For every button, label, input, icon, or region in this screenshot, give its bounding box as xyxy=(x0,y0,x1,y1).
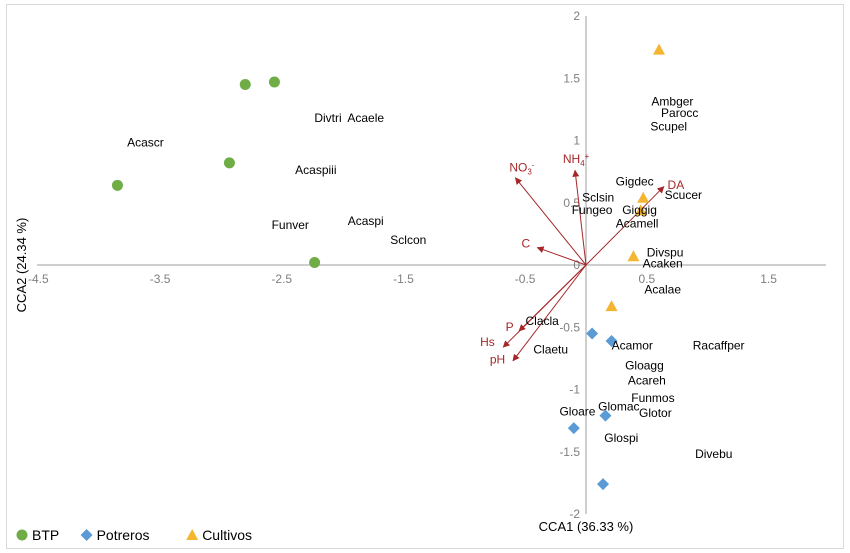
vector-label-da: DA xyxy=(668,178,685,192)
point-btp xyxy=(268,76,280,88)
point-cultivos xyxy=(605,300,618,312)
vector-arrow-hs xyxy=(502,264,587,348)
species-label: Divtri xyxy=(314,111,341,125)
species-label: Glospi xyxy=(604,431,638,445)
x-tick-label: 1.5 xyxy=(760,272,777,286)
species-label: Parocc xyxy=(661,106,698,120)
species-label: Acareh xyxy=(628,374,666,388)
legend-label-btp: BTP xyxy=(32,527,59,543)
species-labels: Acascr Divtri Acaele Acaspiii Funver Acaspi Sc… xyxy=(127,95,744,461)
point-cultivos xyxy=(653,43,666,55)
species-label: Acamor xyxy=(612,339,653,353)
species-label: Divspu xyxy=(647,245,684,259)
x-tick-label: -1.5 xyxy=(393,272,414,286)
species-label: Acaken xyxy=(643,256,683,270)
species-label: Acaspi xyxy=(348,214,384,228)
chart-frame xyxy=(6,4,844,549)
point-potreros xyxy=(605,334,618,347)
species-label: Glotor xyxy=(639,406,672,420)
x-tick-label: -0.5 xyxy=(515,272,536,286)
species-label: Glomac xyxy=(598,400,639,414)
point-potreros xyxy=(586,327,599,340)
point-btp xyxy=(239,78,251,90)
species-label: Sclcon xyxy=(390,233,426,247)
x-tick-label: -2.5 xyxy=(271,272,292,286)
y-tick-label: 0 xyxy=(573,258,580,272)
vector-arrow-ph xyxy=(512,264,587,362)
legend-marker-btp xyxy=(16,529,28,541)
legend-label-cultivos: Cultivos xyxy=(202,527,252,543)
point-potreros xyxy=(599,409,612,422)
species-label: Sclsin xyxy=(582,191,614,205)
y-tick-label: -1.5 xyxy=(559,445,580,459)
point-cultivos xyxy=(634,204,647,216)
point-potreros xyxy=(597,478,610,491)
vector-label-no3: NO3- xyxy=(509,161,534,177)
species-label: Acaele xyxy=(347,111,384,125)
point-btp xyxy=(309,257,321,269)
species-label: Claetu xyxy=(533,342,568,356)
species-label: Gloagg xyxy=(625,359,664,373)
vector-label-hs: Hs xyxy=(480,335,495,349)
x-tick-label: -4.5 xyxy=(28,272,49,286)
species-label: Acascr xyxy=(127,136,164,150)
vector-label-nh4: NH4+ xyxy=(563,152,590,168)
species-label: Acaspiii xyxy=(295,163,336,177)
species-label: Gloare xyxy=(559,405,595,419)
species-label: Funver xyxy=(272,218,309,232)
x-tick-label: 0.5 xyxy=(639,272,656,286)
x-axis-title: CCA1 (36.33 %) xyxy=(539,519,634,534)
point-cultivos xyxy=(627,250,640,262)
species-label: Scucer xyxy=(665,188,702,202)
y-tick-label: 1 xyxy=(573,134,580,148)
y-axis-title: CCA2 (24.34 %) xyxy=(14,218,29,313)
y-tick-label: 1.5 xyxy=(563,71,580,85)
legend-marker-potreros xyxy=(80,529,93,541)
vector-label-c: C xyxy=(521,237,530,251)
species-label: Acamell xyxy=(616,217,659,231)
y-tick-label: 0.5 xyxy=(563,196,580,210)
species-label: Gigdec xyxy=(616,174,654,188)
species-label: Clacla xyxy=(526,314,560,328)
species-label: Ambger xyxy=(651,95,693,109)
species-label: Acalae xyxy=(644,283,681,297)
legend-marker-cultivos xyxy=(186,529,199,540)
x-tick-label: -3.5 xyxy=(150,272,171,286)
species-label: Divebu xyxy=(695,447,732,461)
species-label: Funmos xyxy=(631,391,674,405)
y-tick-label: -0.5 xyxy=(559,320,580,334)
vector-arrow-c xyxy=(536,246,587,266)
species-label: Giggig xyxy=(622,203,657,217)
y-tick-label: -2 xyxy=(569,507,580,521)
vector-arrow-da xyxy=(585,186,665,266)
sample-points xyxy=(111,43,666,491)
vector-label-p: P xyxy=(506,320,514,334)
y-tick-label: 2 xyxy=(573,9,580,23)
y-tick-label: -1 xyxy=(569,383,580,397)
point-btp xyxy=(111,179,123,191)
axes: -4.5 -3.5 -2.5 -1.5 -0.5 0.5 1.5 2 1.5 1 0.5 0 -0.5 -… xyxy=(28,9,826,521)
legend-label-potreros: Potreros xyxy=(97,527,150,543)
species-label: Racaffper xyxy=(693,339,745,353)
point-cultivos xyxy=(637,191,650,203)
vector-label-ph: pH xyxy=(490,352,505,366)
environmental-vectors: NO3- NH4+ DA C P Hs pH xyxy=(480,152,684,366)
point-btp xyxy=(223,157,235,169)
species-label: Fungeo xyxy=(572,203,613,217)
legend: BTP Potreros Cultivos xyxy=(16,527,252,543)
species-label: Scupel xyxy=(650,120,687,134)
vector-arrow-no3 xyxy=(514,177,587,266)
point-potreros xyxy=(567,422,580,435)
vector-arrow-nh4 xyxy=(572,169,587,266)
